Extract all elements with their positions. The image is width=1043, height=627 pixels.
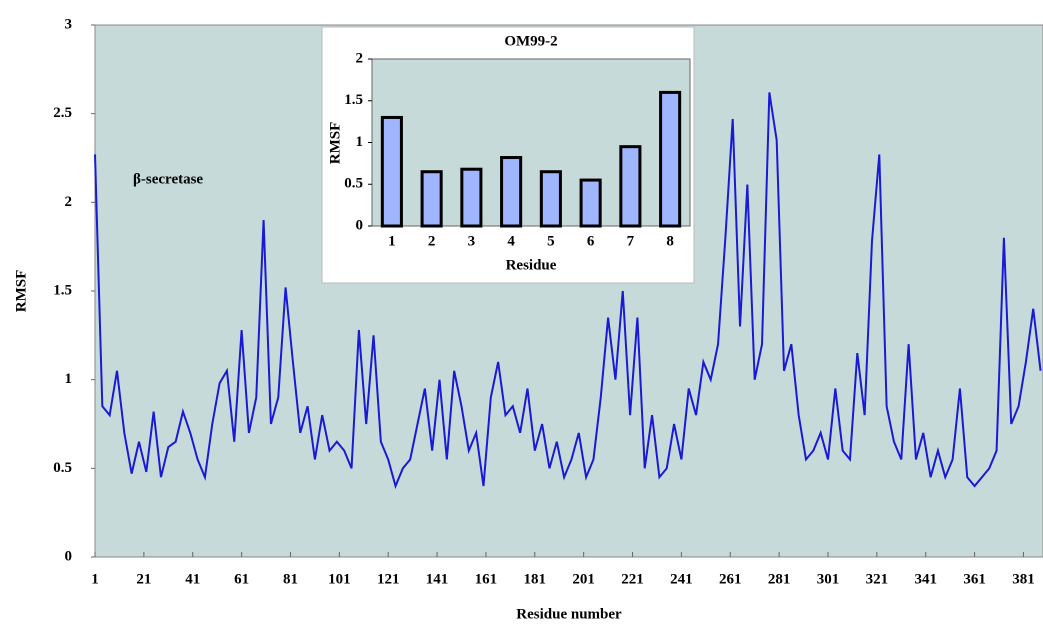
inset-x-tick-label: 1	[388, 233, 396, 249]
x-tick-label: 81	[283, 571, 298, 587]
y-tick-label: 1.5	[53, 282, 72, 298]
bar	[380, 115, 403, 228]
inset-x-tick-label: 6	[587, 233, 595, 249]
inset-x-tick-label: 3	[468, 233, 476, 249]
x-tick-label: 61	[234, 571, 249, 587]
inset-plot-area	[371, 58, 691, 227]
inset-y-tick-label: 1	[356, 134, 364, 150]
x-tick-label: 201	[572, 571, 595, 587]
x-tick-label: 141	[426, 571, 449, 587]
x-tick-label: 161	[475, 571, 498, 587]
inset-y-axis-label: RMSF	[327, 122, 343, 165]
inset-y-tick-label: 2	[356, 50, 364, 66]
x-tick-label: 181	[524, 571, 547, 587]
inset-y-tick-label: 0.5	[344, 176, 363, 192]
inset-title: OM99-2	[504, 33, 557, 49]
inset-x-tick-label: 2	[428, 233, 436, 249]
y-tick-label: 0.5	[53, 460, 72, 476]
y-tick-label: 3	[65, 16, 73, 32]
inset-x-tick-label: 8	[666, 233, 674, 249]
bar	[579, 178, 602, 228]
x-tick-label: 281	[768, 571, 791, 587]
bar	[619, 145, 642, 228]
x-tick-label: 381	[1012, 571, 1035, 587]
x-tick-label: 121	[377, 571, 400, 587]
data-line	[94, 92, 1042, 490]
x-tick-label: 321	[866, 571, 889, 587]
x-axis-label: Residue number	[516, 606, 622, 622]
x-tick-label: 21	[136, 571, 151, 587]
x-tick-label: 361	[963, 571, 986, 587]
bar	[539, 170, 562, 228]
x-tick-label: 1	[91, 571, 99, 587]
y-axis-label: RMSF	[13, 270, 29, 313]
y-tick-label: 0	[65, 548, 73, 564]
inset-x-tick-label: 7	[627, 233, 635, 249]
bar	[500, 156, 523, 228]
inset-y-tick-label: 0	[356, 217, 364, 233]
bar	[659, 90, 682, 228]
x-tick-label: 261	[719, 571, 742, 587]
bar	[420, 170, 443, 228]
x-tick-label: 341	[914, 571, 937, 587]
annotation: β-secretase	[133, 171, 203, 187]
x-tick-label: 221	[621, 571, 644, 587]
x-tick-label: 241	[670, 571, 693, 587]
y-tick-label: 1	[65, 371, 73, 387]
x-tick-label: 101	[328, 571, 351, 587]
inset-x-axis-label: Residue	[506, 257, 557, 273]
inset-y-tick-label: 1.5	[344, 92, 363, 108]
y-tick-label: 2.5	[53, 105, 72, 121]
x-tick-label: 41	[185, 571, 200, 587]
y-tick-label: 2	[65, 194, 73, 210]
inset-x-tick-label: 4	[507, 233, 515, 249]
x-tick-label: 301	[817, 571, 840, 587]
inset-x-tick-label: 5	[547, 233, 555, 249]
bar	[460, 167, 483, 228]
